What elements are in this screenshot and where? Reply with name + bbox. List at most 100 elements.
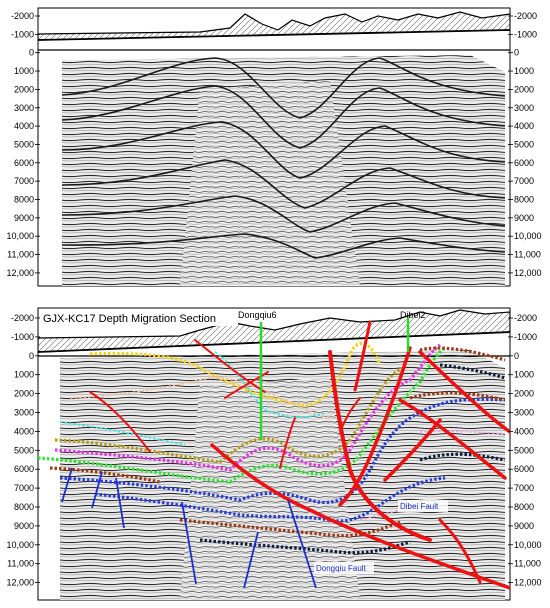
fault-red-k: [438, 518, 482, 584]
depth-tick-label: 7000: [514, 176, 534, 186]
depth-tick-label: 5000: [14, 445, 34, 455]
depth-tick-label: 9000: [14, 521, 34, 531]
horizon-olive: [54, 366, 406, 464]
depth-tick-label: 12,000: [6, 578, 34, 588]
depth-tick-label: 9000: [514, 521, 534, 531]
depth-tick-label: 8000: [514, 502, 534, 512]
horizon-blue-2: [94, 476, 446, 523]
depth-tick-label: 3000: [514, 103, 534, 113]
wells: [259, 318, 410, 440]
fault-red-h: [383, 418, 442, 482]
depth-tick-label: 7000: [514, 483, 534, 493]
fault-red-j: [418, 350, 510, 434]
fault-blue-1: [61, 467, 73, 503]
fault-red-f: [210, 443, 510, 590]
horizon-peach: [69, 377, 331, 419]
depth-tick-label: 2000: [14, 389, 34, 399]
top-panel: -2000 -1000 0 1000 2000 3000 4000 5000 6000 7000 8…: [6, 7, 542, 287]
depth-tick-label: 12,000: [6, 268, 34, 278]
bottom-datum-line: [38, 331, 510, 353]
fault-red-b: [194, 339, 266, 393]
fault-blue-3: [115, 477, 125, 529]
horizon-dark-2: [199, 538, 411, 555]
depth-tick-label: 11,000: [7, 250, 34, 260]
depth-tick-label: -2000: [514, 313, 537, 323]
top-datum-line: [38, 29, 510, 41]
depth-tick-label: -1000: [514, 29, 537, 39]
depth-tick-label: -1000: [514, 332, 537, 342]
top-reflectors: [61, 57, 506, 259]
depth-tick-label: 6000: [514, 158, 534, 168]
depth-tick-label: 6000: [14, 158, 34, 168]
depth-tick-label: 3000: [514, 408, 534, 418]
depth-tick-label: 8000: [514, 195, 534, 205]
dongqiu-fault-label: Dongqiu Fault: [316, 564, 367, 573]
depth-tick-label: 12,000: [514, 268, 542, 278]
fault-blue-5: [243, 531, 259, 589]
depth-tick-label: 3000: [14, 408, 34, 418]
depth-tick-label: 4000: [514, 426, 534, 436]
blue-faults: [61, 467, 317, 589]
depth-tick-label: 10,000: [6, 231, 34, 241]
fault-red-g: [338, 346, 412, 507]
section-title: GJX-KC17 Depth Migration Section: [43, 313, 216, 325]
depth-tick-label: 6000: [514, 464, 534, 474]
dibei-fault-main: [328, 350, 432, 542]
depth-tick-label: 12,000: [514, 578, 542, 588]
well-label-dongqiu6: Dongqiu6: [238, 310, 277, 320]
depth-tick-label: 1000: [14, 66, 34, 76]
bottom-left-axis: -2000 -1000 0 1000 2000 3000 4000 5000 6000 7000 8…: [6, 313, 40, 588]
depth-tick-label: 0: [29, 351, 34, 361]
depth-tick-label: 1000: [514, 66, 534, 76]
dibei-fault-label: Dibei Fault: [400, 502, 439, 511]
depth-tick-label: 4000: [14, 121, 34, 131]
depth-tick-label: 2000: [514, 84, 534, 94]
depth-tick-label: 5000: [514, 445, 534, 455]
dongqiu-fault-label-bg: [314, 562, 374, 574]
depth-tick-label: 1000: [514, 370, 534, 380]
horizon-brown-2: [49, 466, 401, 538]
depth-tick-label: -2000: [11, 313, 34, 323]
top-right-axis: -2000 -1000 0 1000 2000 3000 4000 5000 6000 7000 8…: [508, 11, 542, 278]
depth-tick-label: -1000: [11, 29, 34, 39]
depth-tick-label: 8000: [14, 195, 34, 205]
depth-tick-label: 4000: [14, 426, 34, 436]
bottom-panel: GJX-KC17 Depth Migration Section Dongqiu…: [6, 307, 542, 601]
depth-tick-label: -2000: [514, 11, 537, 21]
depth-tick-label: 2000: [514, 389, 534, 399]
section-title-bg: [40, 310, 238, 326]
fault-red-c: [224, 371, 269, 399]
depth-tick-label: 8000: [14, 502, 34, 512]
depth-tick-label: 0: [514, 351, 519, 361]
depth-tick-label: 3000: [14, 103, 34, 113]
horizon-brown-1: [409, 346, 506, 402]
depth-tick-label: 6000: [14, 464, 34, 474]
red-faults: [89, 320, 510, 590]
depth-tick-label: 5000: [514, 139, 534, 149]
depth-tick-label: 11,000: [7, 559, 34, 569]
depth-tick-label: 11,000: [514, 250, 541, 260]
fault-red-i: [398, 398, 507, 480]
fault-red-l: [353, 320, 372, 392]
depth-tick-label: -2000: [11, 11, 34, 21]
fault-red-d: [279, 417, 296, 469]
depth-tick-label: -1000: [11, 332, 34, 342]
well-label-dibei2: Dibei2: [400, 310, 426, 320]
horizon-magenta: [54, 343, 441, 472]
horizon-dark-1: [419, 363, 506, 462]
depth-tick-label: 0: [29, 48, 34, 58]
horizon-green: [38, 346, 446, 484]
depth-tick-label: 11,000: [514, 559, 541, 569]
depth-tick-label: 4000: [514, 121, 534, 131]
top-topography: [38, 11, 510, 41]
depth-tick-label: 1000: [14, 370, 34, 380]
dibei-fault-label-bg: [398, 500, 448, 512]
depth-tick-label: 10,000: [514, 540, 542, 550]
depth-tick-label: 0: [514, 48, 519, 58]
depth-tick-label: 9000: [14, 213, 34, 223]
fault-blue-2: [91, 471, 103, 509]
depth-tick-label: 9000: [514, 213, 534, 223]
depth-tick-label: 10,000: [6, 540, 34, 550]
depth-tick-label: 2000: [14, 84, 34, 94]
